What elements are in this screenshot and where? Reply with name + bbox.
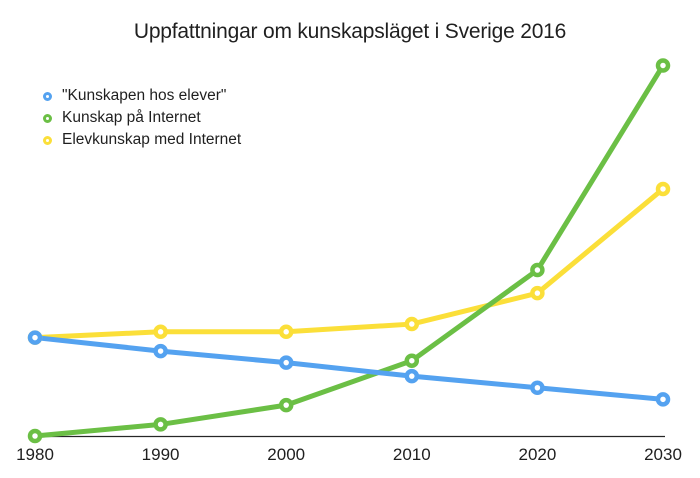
series-line <box>32 335 666 402</box>
legend-marker-icon <box>43 135 52 145</box>
data-point-marker <box>404 353 420 368</box>
data-point-marker <box>278 355 294 370</box>
data-point-marker <box>153 417 168 432</box>
chart-title: Uppfattningar om kunskapsläget i Sverige… <box>133 20 567 43</box>
data-point-marker <box>655 58 671 73</box>
legend-item-kunskapen-hos-elever: "Kunskapen hos elever" <box>43 85 241 107</box>
x-tick-label: 2010 <box>393 445 431 464</box>
series-line <box>32 186 666 341</box>
legend-marker-icon <box>43 91 52 101</box>
x-tick-label: 1980 <box>16 445 54 464</box>
data-point-marker <box>530 262 545 278</box>
data-point-marker <box>153 324 168 340</box>
x-tick-label: 2030 <box>644 445 682 464</box>
legend-marker-icon <box>43 113 52 123</box>
legend-item-kunskap-pa-internet: Kunskap på Internet <box>43 107 241 129</box>
data-point-marker <box>404 368 420 384</box>
data-point-marker <box>404 316 420 332</box>
data-point-marker <box>530 285 545 301</box>
data-point-marker <box>655 181 671 197</box>
data-point-marker <box>278 324 294 340</box>
legend-label: "Kunskapen hos elever" <box>62 87 227 104</box>
x-tick-label: 2020 <box>518 445 556 464</box>
x-tick-label: 2000 <box>267 445 305 464</box>
chart-legend: "Kunskapen hos elever" Kunskap på Intern… <box>43 85 241 151</box>
x-tick-label: 1990 <box>142 445 180 464</box>
data-point-marker <box>530 380 545 395</box>
data-point-marker <box>27 428 43 444</box>
legend-item-elevkunskap-med-internet: Elevkunskap med Internet <box>43 129 241 151</box>
data-point-marker <box>278 397 294 413</box>
legend-label: Elevkunskap med Internet <box>62 131 242 148</box>
series-line <box>32 62 666 439</box>
data-point-marker <box>153 343 168 359</box>
legend-label: Kunskap på Internet <box>62 109 201 126</box>
data-point-marker <box>655 392 671 407</box>
data-point-marker <box>27 330 43 345</box>
